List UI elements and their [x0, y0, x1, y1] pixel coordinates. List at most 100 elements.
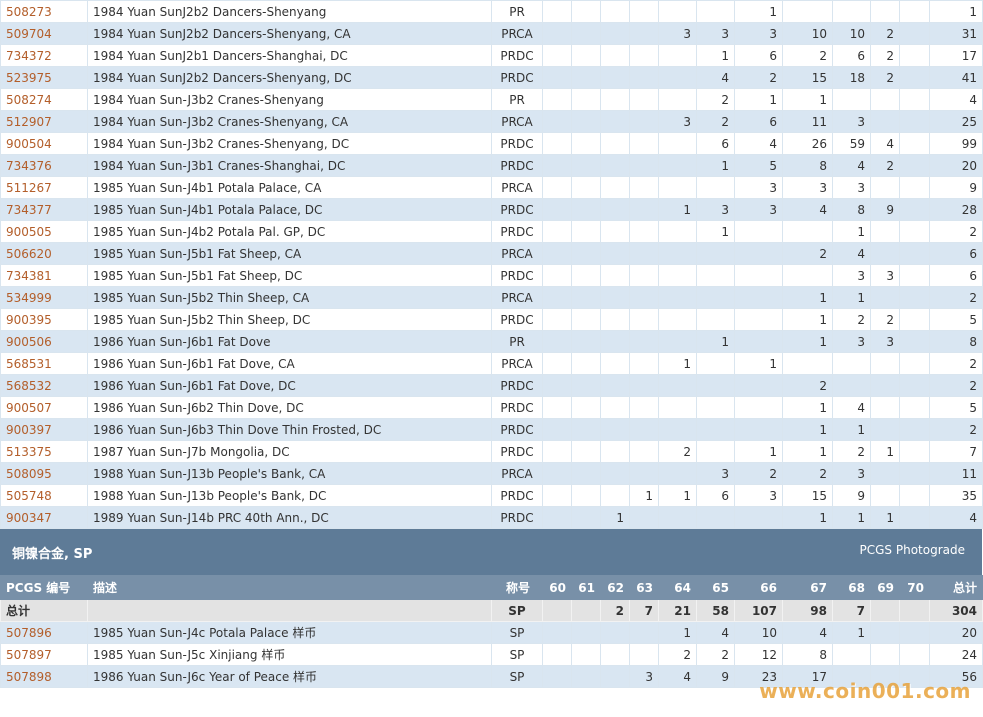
designation: PRDC [491, 418, 543, 441]
grade-count [870, 484, 900, 507]
table-row: 734376 1984 Yuan Sun-J3b1 Cranes-Shanghai… [0, 154, 983, 177]
grade-count: 1 [696, 44, 735, 67]
designation: PRDC [491, 154, 543, 177]
grade-count [870, 110, 900, 133]
pcgs-number-link[interactable]: 507897 [0, 643, 88, 666]
pcgs-number-link[interactable]: 507898 [0, 665, 88, 688]
table-row: 900347 1989 Yuan Sun-J14b PRC 40th Ann., … [0, 506, 983, 529]
grade-count [542, 621, 572, 644]
coin-description: 1986 Yuan Sun-J6c Year of Peace 样币 [87, 665, 492, 688]
grade-count [629, 506, 659, 529]
grade-count [600, 330, 630, 353]
pcgs-number-link[interactable]: 506620 [0, 242, 88, 265]
pcgs-number-link[interactable]: 900504 [0, 132, 88, 155]
grade-count [696, 396, 735, 419]
grade-count [629, 621, 659, 644]
coin-description: 1985 Yuan Sun-J5b2 Thin Sheep, CA [87, 286, 492, 309]
grade-count [600, 462, 630, 485]
table-row: 734377 1985 Yuan Sun-J4b1 Potala Palace, … [0, 198, 983, 221]
grade-count [899, 286, 930, 309]
pcgs-number-link[interactable]: 900397 [0, 418, 88, 441]
pcgs-number-link[interactable]: 505748 [0, 484, 88, 507]
row-total: 17 [929, 44, 983, 67]
grade-count [832, 665, 871, 688]
pcgs-number-link[interactable]: 568532 [0, 374, 88, 397]
pcgs-number-link[interactable]: 509704 [0, 22, 88, 45]
grade-count [571, 220, 601, 243]
pcgs-number-link[interactable]: 513375 [0, 440, 88, 463]
row-total: 20 [929, 154, 983, 177]
grade-count [899, 352, 930, 375]
designation: PRCA [491, 242, 543, 265]
grade-count [600, 621, 630, 644]
coin-description: 1985 Yuan Sun-J4b1 Potala Palace, DC [87, 198, 492, 221]
pcgs-number-link[interactable]: 512907 [0, 110, 88, 133]
grade-count: 2 [832, 308, 871, 331]
coin-description: 1985 Yuan Sun-J5b2 Thin Sheep, DC [87, 308, 492, 331]
grade-count [542, 88, 572, 111]
total-label: 总计 [0, 599, 88, 622]
table-row: 505748 1988 Yuan Sun-J13b People's Bank, … [0, 484, 983, 507]
pcgs-number-link[interactable]: 734377 [0, 198, 88, 221]
pcgs-number-link[interactable]: 734381 [0, 264, 88, 287]
grade-count [571, 308, 601, 331]
grade-count: 9 [696, 665, 735, 688]
grade-count [870, 176, 900, 199]
grade-count [899, 0, 930, 23]
grade-count [629, 88, 659, 111]
grade-count [600, 176, 630, 199]
pcgs-number-link[interactable]: 900505 [0, 220, 88, 243]
column-header-grade: 67 [782, 575, 833, 600]
grade-count: 2 [734, 462, 783, 485]
pcgs-number-link[interactable]: 508274 [0, 88, 88, 111]
row-total: 9 [929, 176, 983, 199]
grade-count [658, 264, 697, 287]
grade-count [571, 440, 601, 463]
pcgs-number-link[interactable]: 534999 [0, 286, 88, 309]
photograde-link[interactable]: PCGS Photograde [859, 543, 965, 557]
pcgs-number-link[interactable]: 900507 [0, 396, 88, 419]
pcgs-number-link[interactable]: 511267 [0, 176, 88, 199]
row-total: 6 [929, 264, 983, 287]
grade-count: 4 [696, 621, 735, 644]
pcgs-number-link[interactable]: 568531 [0, 352, 88, 375]
grade-count [571, 22, 601, 45]
total-sum: 304 [929, 599, 983, 622]
pcgs-number-link[interactable]: 900506 [0, 330, 88, 353]
grade-count: 3 [658, 22, 697, 45]
table-row: 900506 1986 Yuan Sun-J6b1 Fat Dove PR 1 1 3 3 8 [0, 330, 983, 353]
grade-count: 3 [832, 264, 871, 287]
total-grade-count: 7 [832, 599, 871, 622]
grade-count [658, 242, 697, 265]
grade-count [899, 374, 930, 397]
grade-count [571, 352, 601, 375]
row-total: 2 [929, 220, 983, 243]
grade-count [629, 330, 659, 353]
grade-count [629, 643, 659, 666]
grade-count: 2 [734, 66, 783, 89]
row-total: 41 [929, 66, 983, 89]
grade-count [899, 665, 930, 688]
grade-count [600, 66, 630, 89]
pcgs-number-link[interactable]: 508095 [0, 462, 88, 485]
pcgs-number-link[interactable]: 900347 [0, 506, 88, 529]
grade-count [870, 220, 900, 243]
pcgs-number-link[interactable]: 734376 [0, 154, 88, 177]
grade-count: 1 [870, 440, 900, 463]
grade-count: 4 [734, 132, 783, 155]
grade-count [629, 198, 659, 221]
pcgs-number-link[interactable]: 523975 [0, 66, 88, 89]
column-header-grade: 70 [899, 575, 930, 600]
pcgs-number-link[interactable]: 507896 [0, 621, 88, 644]
pcgs-number-link[interactable]: 508273 [0, 0, 88, 23]
grade-count [571, 110, 601, 133]
designation: PRDC [491, 396, 543, 419]
grade-count [696, 440, 735, 463]
grade-count: 2 [658, 440, 697, 463]
row-total: 4 [929, 88, 983, 111]
table-row: 507897 1985 Yuan Sun-J5c Xinjiang 样币 SP 2 2 1… [0, 643, 983, 666]
pcgs-number-link[interactable]: 900395 [0, 308, 88, 331]
grade-count [629, 242, 659, 265]
grade-count [782, 220, 833, 243]
pcgs-number-link[interactable]: 734372 [0, 44, 88, 67]
